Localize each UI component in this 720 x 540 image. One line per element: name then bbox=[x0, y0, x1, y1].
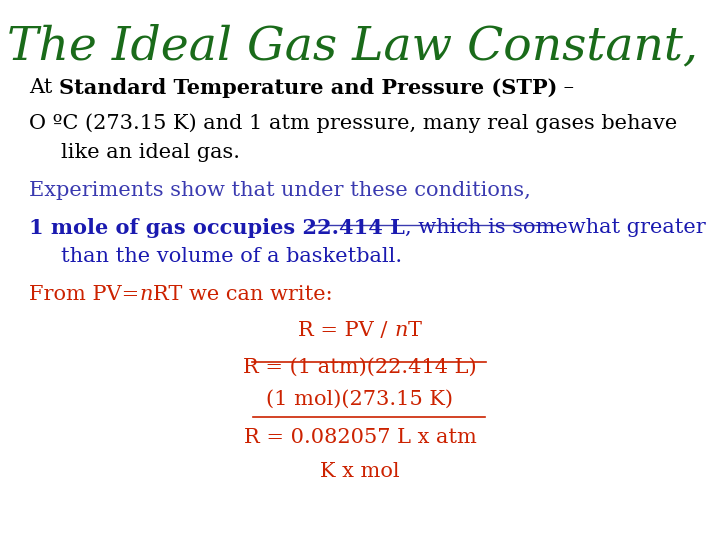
Text: R = PV /: R = PV / bbox=[298, 321, 395, 340]
Text: The Ideal Gas Law Constant,: The Ideal Gas Law Constant, bbox=[7, 24, 713, 70]
Text: –: – bbox=[557, 78, 574, 97]
Text: Experiments show that: Experiments show that bbox=[29, 181, 281, 200]
Text: From PV=: From PV= bbox=[29, 285, 139, 304]
Text: Standard Temperature and Pressure (STP): Standard Temperature and Pressure (STP) bbox=[59, 78, 557, 98]
Text: 1 mole of gas occupies 22.414 L: 1 mole of gas occupies 22.414 L bbox=[29, 218, 405, 238]
Text: under these conditions,: under these conditions, bbox=[281, 181, 531, 200]
Text: O ºC (273.15 K) and 1 atm pressure, many real gases behave: O ºC (273.15 K) and 1 atm pressure, many… bbox=[29, 113, 677, 133]
Text: n: n bbox=[395, 321, 408, 340]
Text: K x mol: K x mol bbox=[320, 462, 400, 481]
Text: n: n bbox=[139, 285, 153, 304]
Text: R = 0.082057 L x atm: R = 0.082057 L x atm bbox=[243, 428, 477, 447]
Text: R = (1 atm)(22.414 L): R = (1 atm)(22.414 L) bbox=[243, 358, 477, 377]
Text: (1 mol)(273.15 K): (1 mol)(273.15 K) bbox=[266, 390, 454, 409]
Text: At: At bbox=[29, 78, 59, 97]
Text: RT we can write:: RT we can write: bbox=[153, 285, 332, 304]
Text: , which is somewhat greater: , which is somewhat greater bbox=[405, 218, 706, 237]
Text: than the volume of a basketball.: than the volume of a basketball. bbox=[61, 247, 402, 266]
Text: T: T bbox=[408, 321, 422, 340]
Text: like an ideal gas.: like an ideal gas. bbox=[61, 143, 240, 162]
